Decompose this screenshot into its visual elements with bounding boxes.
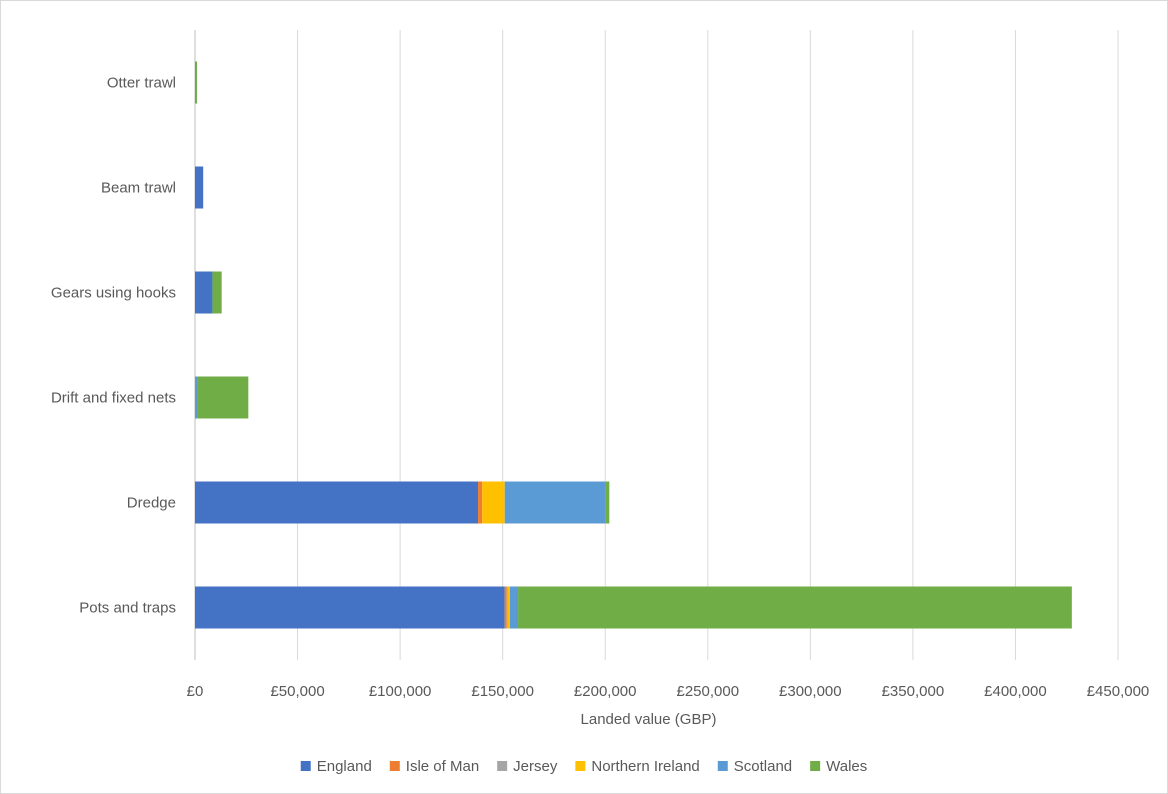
legend-swatch (497, 761, 508, 771)
bar-segment-scotland (509, 586, 519, 629)
x-tick-label: £100,000 (369, 683, 432, 700)
bar-segment-scotland (504, 481, 606, 524)
x-tick-label: £150,000 (471, 683, 534, 700)
x-tick-label: £350,000 (882, 683, 945, 700)
bar-segment-isle-of-man (478, 481, 483, 524)
bar-segment-wales (195, 61, 198, 104)
legend-entry: Isle of Man (406, 758, 479, 775)
category-label: Gears using hooks (51, 285, 176, 302)
category-label: Dredge (127, 495, 176, 512)
bar-segment-wales (212, 271, 222, 314)
x-tick-label: £300,000 (779, 683, 842, 700)
legend-entry: Northern Ireland (591, 758, 699, 775)
legend-swatch (810, 761, 821, 771)
category-label: Otter trawl (107, 75, 176, 92)
bar-segment-scotland (195, 376, 198, 419)
x-tick-label: £200,000 (574, 683, 637, 700)
legend-entry: England (317, 758, 372, 775)
x-axis-title: Landed value (GBP) (581, 711, 717, 728)
legend-swatch (389, 761, 400, 771)
legend-swatch (717, 761, 728, 771)
bar-segment-england (195, 271, 213, 314)
category-label: Drift and fixed nets (51, 390, 176, 407)
bar-segment-isle-of-man (504, 586, 507, 629)
bar-segment-northern-ireland (507, 586, 510, 629)
x-tick-label: £0 (187, 683, 204, 700)
bar-segment-northern-ireland (482, 481, 505, 524)
legend-swatch (300, 761, 311, 771)
x-tick-label: £450,000 (1087, 683, 1150, 700)
x-tick-label: £250,000 (676, 683, 739, 700)
legend-swatch (575, 761, 586, 771)
x-tick-label: £50,000 (270, 683, 324, 700)
bar-segment-england (195, 586, 505, 629)
legend-entry: Wales (826, 758, 867, 775)
bar-segment-wales (197, 376, 249, 419)
bar-segment-england (195, 166, 204, 209)
bar-segment-wales (605, 481, 610, 524)
bar-segment-wales (518, 586, 1072, 629)
legend-entry: Scotland (734, 758, 792, 775)
x-tick-label: £400,000 (984, 683, 1047, 700)
category-label: Beam trawl (101, 180, 176, 197)
bar-segment-england (195, 481, 479, 524)
category-label: Pots and traps (79, 600, 176, 617)
legend-entry: Jersey (513, 758, 558, 775)
bar-segment-jersey (506, 586, 508, 629)
